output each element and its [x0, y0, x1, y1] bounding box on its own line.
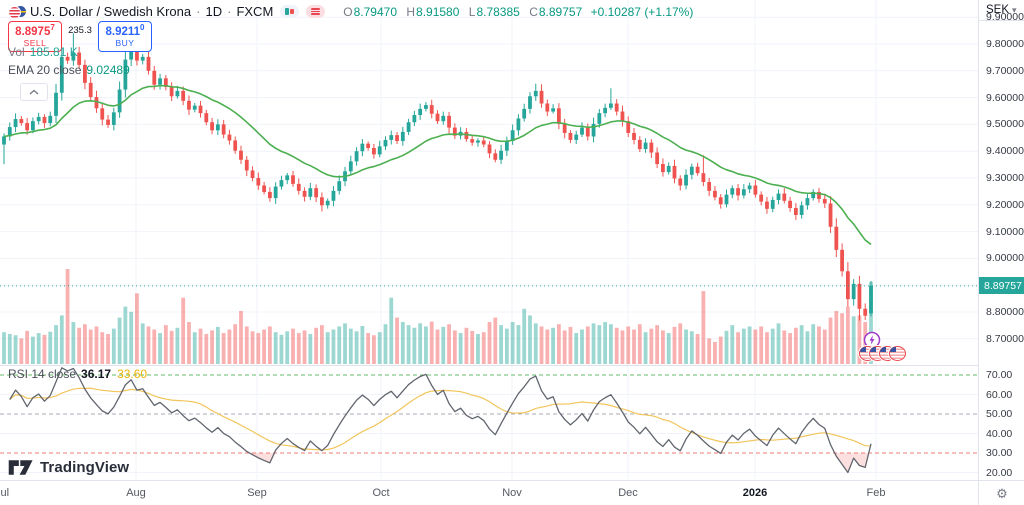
volume-legend: Vol 185.81 K — [8, 45, 78, 59]
time-tick-label: 2026 — [742, 487, 768, 499]
sell-price-sup: 7 — [50, 23, 55, 32]
rsi-tick-label: 40.00 — [986, 427, 1013, 440]
rsi-tick-label: 50.00 — [986, 408, 1013, 420]
volume-value: 185.81 K — [29, 45, 78, 59]
rsi-tick-label: 20.00 — [986, 466, 1013, 479]
tradingview-logo-text: TradingView — [40, 459, 130, 476]
close-value: 8.89757 — [538, 4, 583, 19]
time-tick-label: Oct — [372, 487, 390, 499]
buy-button[interactable]: 8.92110 BUY — [98, 21, 152, 52]
event-flag-icons[interactable] — [859, 346, 906, 361]
caret-down-icon: ▾ — [1012, 4, 1017, 15]
time-axis[interactable]: Jul Aug Sep Oct Nov Dec 2026 Feb — [0, 480, 978, 505]
rsi-tick-label: 60.00 — [986, 388, 1013, 401]
sell-button[interactable]: 8.89757 SELL — [8, 21, 62, 52]
candle-style-pill-icon[interactable] — [280, 5, 300, 18]
chart-svg[interactable] — [0, 0, 978, 480]
title-separator: · — [196, 4, 201, 19]
rsi-ma-value: 33.60 — [117, 367, 148, 381]
trade-buttons-row: 8.89757 SELL 235.3 8.92110 BUY — [8, 21, 152, 52]
grid-layer — [0, 0, 978, 480]
price-tick-label: 9.00000 — [986, 252, 1024, 265]
candles-layer — [2, 27, 873, 321]
ema-label: EMA 20 close — [8, 63, 82, 77]
price-tick-label: 8.70000 — [986, 332, 1024, 345]
rsi-value: 36.17 — [81, 367, 112, 381]
exchange-label[interactable]: FXCM — [236, 4, 274, 19]
title-separator: · — [227, 4, 232, 19]
time-tick-label: Sep — [247, 487, 267, 499]
close-label: C — [529, 4, 538, 19]
price-tick-label: 9.90000 — [986, 11, 1024, 24]
high-label: H — [406, 4, 416, 19]
rsi-line — [9, 367, 872, 474]
currency-label: SEK — [986, 4, 1010, 16]
time-tick-label: Jul — [0, 487, 10, 499]
open-label: O — [343, 4, 353, 19]
rsi-oversold-fill — [249, 453, 869, 473]
chevron-up-icon — [29, 89, 39, 95]
chart-canvas[interactable]: U.S. Dollar / Swedish Krona · 1D · FXCM … — [0, 0, 978, 480]
buy-price-sup: 0 — [140, 23, 145, 32]
price-axis[interactable]: SEK ▾ 9.90000 9.80000 9.70000 9.60000 9.5000… — [978, 0, 1024, 480]
price-tick-label: 9.60000 — [986, 91, 1024, 104]
price-tick-label: 9.20000 — [986, 198, 1024, 211]
buy-label: BUY — [115, 37, 135, 48]
change-value: +0.10287 (+1.17%) — [590, 4, 694, 19]
time-tick-label: Feb — [866, 487, 886, 499]
price-tick-label: 9.70000 — [986, 64, 1024, 77]
open-value: 8.79470 — [353, 4, 398, 19]
price-tick-label: 9.40000 — [986, 145, 1024, 158]
ema-value: 9.02489 — [86, 63, 130, 77]
rsi-label: RSI 14 close — [8, 367, 77, 381]
rsi-tick-label: 70.00 — [986, 369, 1013, 381]
collapse-pane-button[interactable] — [20, 83, 48, 101]
high-value: 8.91580 — [416, 4, 460, 19]
ohlc-readout: O8.79470 H8.91580 L8.78385 C8.89757 +0.1… — [337, 5, 693, 19]
currency-selector[interactable]: SEK ▾ — [979, 0, 1024, 21]
rsi-tick-label: 30.00 — [986, 447, 1013, 459]
price-tick-label: 9.50000 — [986, 118, 1024, 131]
axis-settings-corner[interactable]: ⚙ — [978, 480, 1024, 505]
low-value: 8.78385 — [476, 4, 520, 19]
volume-label: Vol — [8, 45, 25, 59]
main-legend: U.S. Dollar / Swedish Krona · 1D · FXCM … — [8, 4, 693, 101]
current-price-badge: 8.89757 — [979, 277, 1024, 295]
price-tick-label: 9.80000 — [986, 38, 1024, 50]
price-tick-label: 8.80000 — [986, 306, 1024, 318]
gear-icon: ⚙ — [996, 485, 1008, 501]
rsi-ma-line — [9, 387, 872, 451]
low-label: L — [468, 4, 476, 19]
time-tick-label: Dec — [618, 487, 638, 499]
symbol-legend-row: U.S. Dollar / Swedish Krona · 1D · FXCM … — [8, 4, 693, 19]
sell-price: 8.8975 — [15, 25, 51, 38]
volume-layer — [2, 269, 873, 364]
indicator-list-pill-icon[interactable] — [306, 5, 326, 18]
buy-price: 8.9211 — [105, 25, 141, 38]
spread-value: 235.3 — [68, 25, 92, 36]
price-tick-label: 9.30000 — [986, 172, 1024, 184]
time-tick-label: Nov — [502, 487, 522, 499]
ema-legend: EMA 20 close 9.02489 — [8, 63, 130, 77]
sell-label: SELL — [23, 37, 47, 48]
tradingview-logo[interactable]: TradingView — [8, 458, 129, 477]
price-tick-label: 9.10000 — [986, 225, 1024, 238]
symbol-pair-icon — [8, 5, 26, 19]
interval-label[interactable]: 1D — [205, 4, 223, 19]
ema-line — [3, 84, 872, 246]
time-tick-label: Aug — [126, 487, 146, 499]
tradingview-logo-icon — [8, 460, 33, 475]
us-flag-icon — [889, 346, 906, 361]
symbol-title[interactable]: U.S. Dollar / Swedish Krona — [30, 4, 192, 19]
rsi-legend: RSI 14 close 36.17 33.60 — [8, 367, 147, 381]
